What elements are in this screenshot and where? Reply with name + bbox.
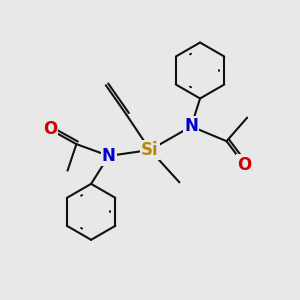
Text: N: N — [184, 117, 198, 135]
Text: Si: Si — [141, 141, 159, 159]
Text: O: O — [237, 156, 251, 174]
Text: O: O — [43, 120, 57, 138]
Text: N: N — [102, 147, 116, 165]
